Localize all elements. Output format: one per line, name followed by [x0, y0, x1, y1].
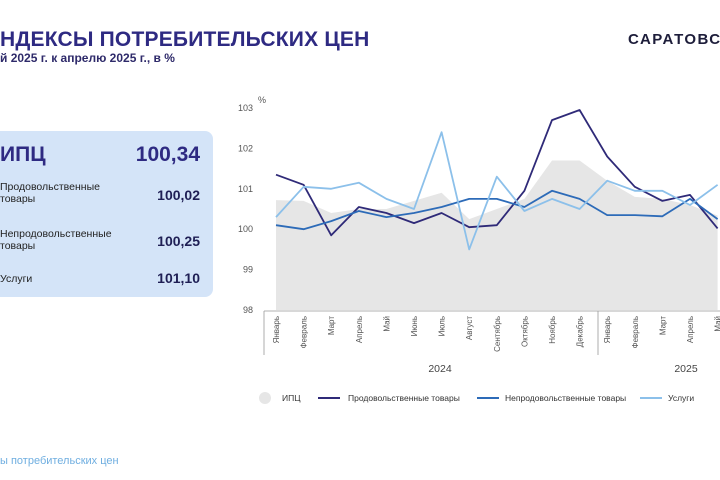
x-tick-label: Июнь	[410, 316, 419, 336]
summary-value: 100,34	[135, 143, 200, 166]
y-tick-label: 100	[238, 224, 253, 234]
summary-value: 101,10	[157, 270, 200, 286]
x-tick-label: Март	[327, 316, 336, 335]
legend-swatch	[259, 392, 271, 404]
legend-label: Продовольственные товары	[348, 393, 460, 403]
year-label: 2024	[428, 363, 452, 375]
y-tick-label: 102	[238, 143, 253, 153]
summary-label: Непродовольственные товары	[0, 228, 112, 252]
series-area-cpi	[276, 160, 718, 310]
page-title: НДЕКСЫ ПОТРЕБИТЕЛЬСКИХ ЦЕН	[0, 28, 370, 51]
brand-logo-text: САРАТОВСТАТ	[628, 31, 720, 48]
x-tick-label: Май	[714, 316, 720, 332]
x-tick-label: Октябрь	[520, 316, 529, 347]
x-tick-label: Май	[382, 316, 391, 332]
summary-panel: ИПЦ 100,34 Продовольственные товары 100,…	[0, 131, 213, 297]
x-tick-label: Апрель	[355, 316, 364, 343]
x-tick-label: Февраль	[300, 316, 309, 349]
y-tick-label: 103	[238, 103, 253, 113]
x-tick-label: Ноябрь	[548, 316, 557, 344]
x-tick-label: Январь	[603, 316, 612, 343]
x-tick-label: Февраль	[631, 316, 640, 349]
x-tick-label: Декабрь	[576, 316, 585, 347]
x-tick-label: Сентябрь	[493, 316, 502, 352]
x-tick-label: Апрель	[686, 316, 695, 343]
page-subtitle: й 2025 г. к апрелю 2025 г., в %	[0, 51, 175, 65]
y-tick-label: 101	[238, 184, 253, 194]
y-tick-label: 99	[243, 265, 253, 275]
footer-caption: ы потребительских цен	[0, 455, 119, 467]
x-tick-label: Январь	[272, 316, 281, 343]
legend-label: Услуги	[668, 393, 694, 403]
year-label: 2025	[674, 363, 698, 375]
x-tick-label: Март	[658, 316, 667, 335]
legend-label: ИПЦ	[282, 393, 301, 403]
x-tick-label: Июль	[438, 316, 447, 336]
series-line-2	[275, 189, 719, 231]
summary-label: ИПЦ	[0, 143, 46, 166]
summary-label: Продовольственные товары	[0, 181, 100, 205]
summary-label: Услуги	[0, 273, 33, 285]
series-line-3	[275, 131, 719, 251]
x-tick-label: Август	[465, 316, 474, 340]
summary-value: 100,02	[157, 187, 200, 203]
summary-value: 100,25	[157, 233, 200, 249]
y-axis-unit: %	[258, 95, 266, 105]
y-tick-label: 98	[243, 305, 253, 315]
legend-label: Непродовольственные товары	[505, 393, 626, 403]
